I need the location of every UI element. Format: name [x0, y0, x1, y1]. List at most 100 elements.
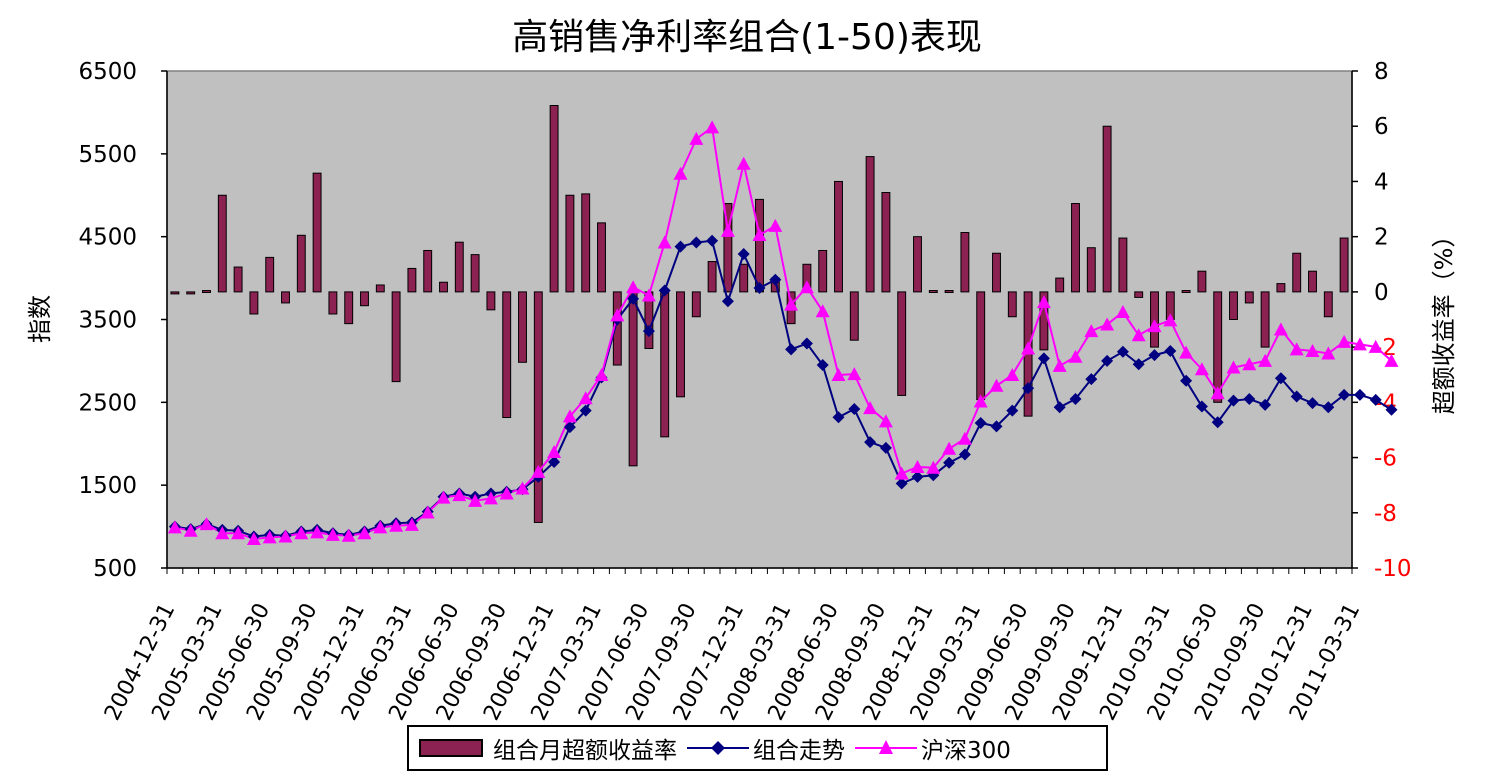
portfolio-marker [864, 436, 877, 449]
excess-bar [391, 291, 401, 383]
portfolio-marker [658, 284, 671, 297]
hs300-marker [799, 280, 814, 294]
right-tick-label: 8 [1374, 59, 1389, 85]
excess-bar [1007, 291, 1017, 318]
excess-bar [249, 291, 259, 315]
portfolio-marker [1322, 401, 1335, 414]
portfolio-marker [706, 234, 719, 247]
hs300-marker [515, 481, 530, 495]
portfolio-marker [990, 420, 1003, 433]
excess-bar [944, 290, 954, 294]
portfolio-marker [1116, 345, 1129, 358]
portfolio-marker [1037, 352, 1050, 365]
hs300-marker [578, 391, 593, 405]
excess-bar [186, 291, 196, 295]
hs300-marker [341, 528, 356, 542]
hs300-marker [1384, 353, 1399, 367]
portfolio-marker [1053, 401, 1066, 414]
hs300-marker [957, 431, 972, 445]
hs300-marker [736, 156, 751, 170]
legend-item-hs300: 沪深300 [855, 731, 1011, 765]
portfolio-marker [1132, 358, 1145, 371]
portfolio-marker [642, 325, 655, 338]
hs300-marker [199, 517, 214, 531]
excess-bar [1181, 290, 1191, 294]
right-tick-label: 0 [1374, 280, 1389, 306]
excess-bar [960, 232, 970, 293]
portfolio-marker [1385, 403, 1398, 416]
hs300-marker [1068, 349, 1083, 363]
portfolio-marker [674, 240, 687, 253]
right-tick-label: 4 [1374, 169, 1389, 195]
right-tick-label: -10 [1374, 556, 1412, 582]
hs300-marker [673, 166, 688, 180]
portfolio-marker [1338, 388, 1351, 401]
excess-bar [375, 284, 385, 293]
hs300-marker [1036, 295, 1051, 309]
hs300-marker [1052, 358, 1067, 372]
excess-bar [676, 291, 685, 398]
hs300-marker [373, 520, 388, 534]
y-axis-left-label: 指数 [26, 295, 54, 343]
left-tick-label: 1500 [78, 473, 137, 499]
hs300-marker [1368, 339, 1383, 353]
legend-item-excess: 组合月超额收益率 [419, 731, 677, 765]
excess-bar [1244, 291, 1254, 304]
hs300-marker [167, 520, 182, 534]
excess-bar [976, 291, 986, 401]
excess-bar [202, 290, 211, 294]
excess-bar [581, 193, 591, 293]
excess-bar [1229, 291, 1238, 320]
excess-bar [502, 291, 512, 419]
portfolio-marker [548, 455, 561, 468]
hs300-marker [910, 459, 925, 473]
excess-bar [1323, 291, 1333, 318]
excess-bar [1197, 270, 1207, 293]
hs300-marker [357, 526, 372, 540]
hs300-marker [547, 445, 562, 459]
hs300-marker [973, 394, 988, 408]
portfolio-marker [1085, 373, 1098, 386]
hs300-marker [1147, 319, 1162, 333]
portfolio-marker [879, 441, 892, 454]
portfolio-marker [1195, 400, 1208, 413]
hs300-marker [310, 525, 325, 539]
legend-label-excess: 组合月超额收益率 [493, 738, 677, 764]
hs300-marker [689, 131, 704, 145]
hs300-marker [657, 235, 672, 249]
hs300-marker [183, 523, 198, 537]
excess-bar [1292, 252, 1302, 293]
hs300-marker [1321, 346, 1336, 360]
hs300-marker [404, 517, 419, 531]
excess-bar [1102, 125, 1112, 293]
legend-label-portfolio: 组合走势 [753, 738, 845, 764]
excess-bar [628, 291, 638, 467]
excess-bar [691, 291, 701, 318]
excess-bar [913, 236, 922, 293]
hs300-marker [594, 367, 609, 381]
hs300-marker [436, 490, 451, 504]
hs300-marker [215, 526, 230, 540]
excess-bar [1134, 291, 1144, 298]
excess-bar [1055, 277, 1065, 293]
hs300-marker [720, 223, 735, 237]
excess-bar [344, 291, 354, 325]
portfolio-marker [943, 456, 956, 469]
excess-bar [360, 291, 369, 307]
right-tick-label: 2 [1374, 225, 1389, 251]
legend-hs300-swatch [855, 740, 917, 754]
legend-portfolio-swatch [687, 741, 749, 755]
excess-bar [755, 198, 764, 293]
excess-bar [707, 261, 717, 293]
y-axis-right-label: 超额收益率（%） [1430, 224, 1458, 415]
hs300-marker [705, 120, 720, 134]
excess-bar [1213, 291, 1223, 403]
legend-bar-swatch [419, 739, 483, 757]
hs300-marker [483, 491, 498, 505]
hs300-marker [815, 304, 830, 318]
hs300-marker [989, 378, 1004, 392]
excess-bar [1071, 203, 1080, 293]
legend: 组合月超额收益率 组合走势 沪深300 [407, 725, 1108, 771]
